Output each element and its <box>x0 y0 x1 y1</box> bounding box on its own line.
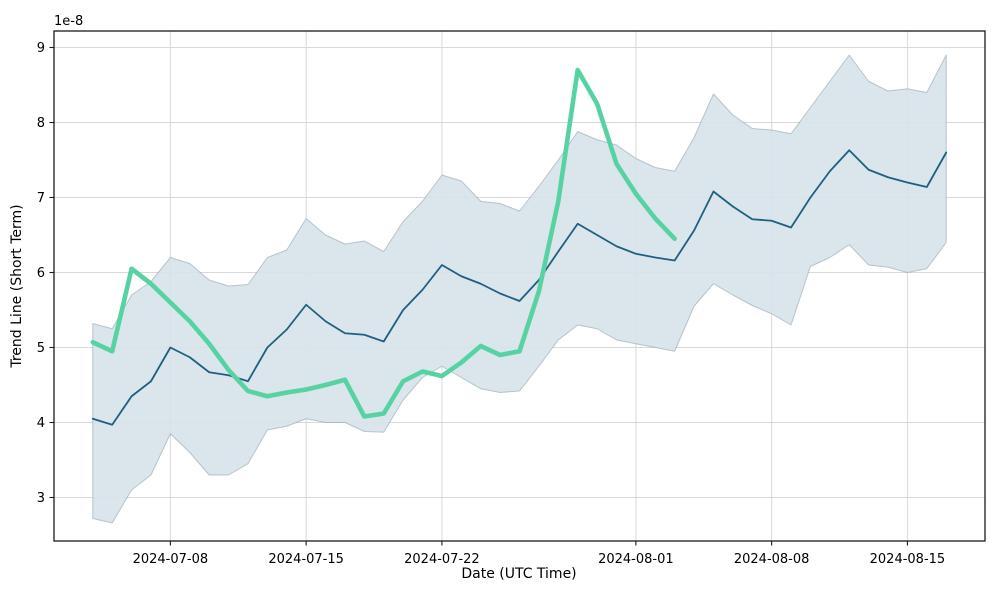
confidence-band <box>92 54 947 524</box>
x-tick-label: 2024-08-01 <box>598 552 674 567</box>
data-lines-layer <box>90 67 948 426</box>
y-tick-label: 5 <box>37 341 45 356</box>
x-axis-title: Date (UTC Time) <box>461 566 576 582</box>
y-axis-offset-label: 1e-8 <box>54 14 83 29</box>
y-tick-label: 7 <box>37 191 45 206</box>
short-term-actual-line <box>90 67 677 419</box>
y-tick-label: 9 <box>37 41 45 56</box>
confidence-band-layer <box>92 54 947 524</box>
x-tick-label: 2024-08-15 <box>870 552 946 567</box>
y-tick-label: 4 <box>37 416 45 431</box>
x-tick-label: 2024-07-15 <box>268 552 344 567</box>
x-tick-label: 2024-08-08 <box>734 552 810 567</box>
plot-border <box>53 30 986 542</box>
x-tick-label: 2024-07-08 <box>133 552 209 567</box>
x-tick-label: 2024-07-22 <box>404 552 480 567</box>
axis-ticks-and-labels: 3 4 5 6 7 8 9 2024-07-08 2024-07-15 2024-07-22 202… <box>37 41 945 567</box>
y-tick-label: 6 <box>37 266 45 281</box>
y-tick-label: 3 <box>37 491 45 506</box>
y-tick-label: 8 <box>37 116 45 131</box>
plot-box <box>53 30 986 542</box>
y-axis-title: Trend Line (Short Term) <box>9 204 25 368</box>
